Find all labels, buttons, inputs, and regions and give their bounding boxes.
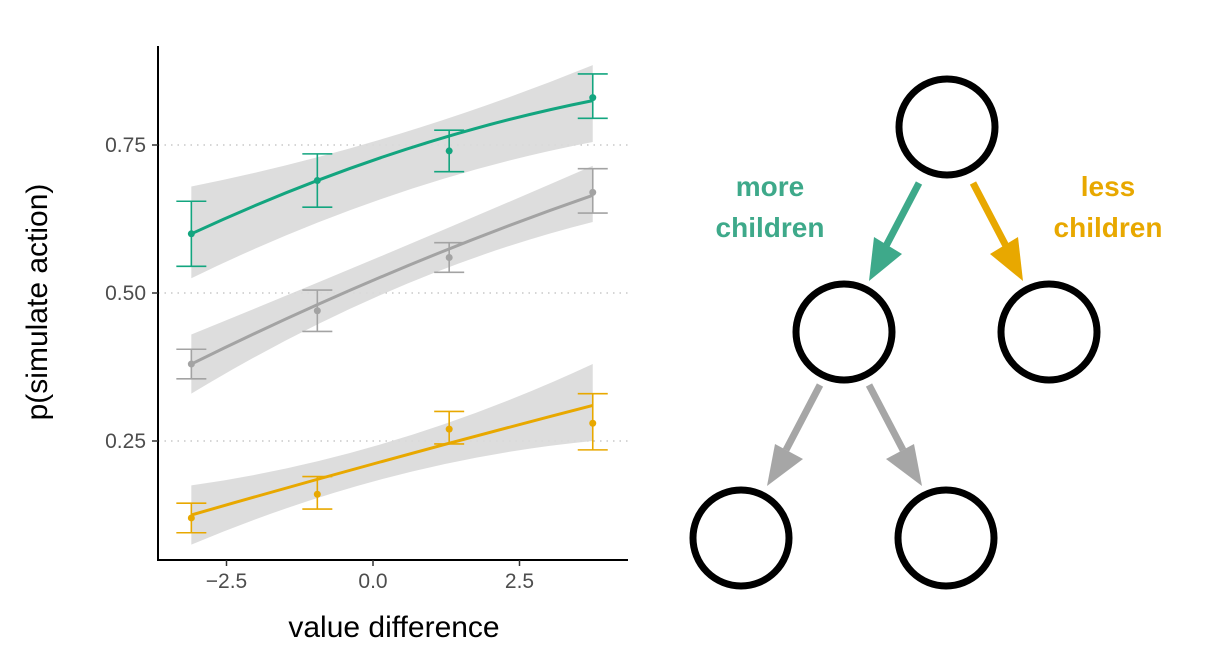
label-more-children: children bbox=[716, 212, 825, 243]
arrow-more-children bbox=[882, 181, 923, 248]
confidence-band bbox=[191, 364, 593, 545]
label-more: more bbox=[736, 171, 804, 202]
arrowhead-right-grandchild bbox=[886, 444, 922, 486]
data-point bbox=[187, 230, 195, 238]
confidence-bands bbox=[191, 65, 593, 545]
data-point bbox=[313, 307, 321, 315]
data-point bbox=[313, 177, 321, 185]
y-axis-title: p(simulate action) bbox=[21, 184, 54, 421]
confidence-band bbox=[191, 165, 593, 394]
fit-line bbox=[190, 193, 594, 366]
data-point bbox=[589, 419, 597, 427]
data-point bbox=[187, 514, 195, 522]
data-point bbox=[589, 188, 597, 196]
arrowhead-left-grandchild bbox=[767, 444, 803, 486]
x-tick-label: 2.5 bbox=[505, 570, 534, 593]
x-axis-title: value difference bbox=[288, 611, 499, 644]
arrowhead-more-children bbox=[869, 237, 902, 281]
data-point bbox=[187, 360, 195, 368]
x-tick-label: −2.5 bbox=[206, 570, 247, 593]
y-tick-label: 0.50 bbox=[105, 282, 146, 305]
arrowhead-less-children bbox=[990, 237, 1023, 281]
fit-lines bbox=[190, 99, 594, 517]
data-points bbox=[187, 94, 597, 522]
x-tick-label: 0.0 bbox=[358, 570, 387, 593]
tree-diagram: more children less children bbox=[689, 75, 1163, 590]
fit-line bbox=[190, 404, 594, 517]
data-point bbox=[313, 490, 321, 498]
line-chart: 0.250.500.75−2.5 0.0 2.5 value difference … bbox=[21, 46, 628, 644]
label-less-children: children bbox=[1054, 212, 1163, 243]
arrow-left-grandchild bbox=[782, 383, 824, 452]
label-less: less bbox=[1081, 171, 1136, 202]
axis-ticks: 0.25 0.50 0.75 −2.5 0.0 2.5 bbox=[105, 134, 534, 593]
fit-line bbox=[190, 99, 594, 236]
arrow-less-children bbox=[969, 181, 1010, 248]
child-node-left bbox=[792, 280, 896, 384]
confidence-band bbox=[191, 65, 593, 279]
y-tick-label: 0.25 bbox=[105, 430, 146, 453]
grandchild-node-right bbox=[894, 486, 998, 590]
data-point bbox=[445, 425, 453, 433]
y-tick-label: 0.75 bbox=[105, 134, 146, 157]
child-node-right bbox=[997, 280, 1101, 384]
grandchild-node-left bbox=[689, 486, 793, 590]
root-node bbox=[895, 75, 999, 179]
arrow-right-grandchild bbox=[865, 383, 907, 452]
data-point bbox=[445, 147, 453, 155]
data-point bbox=[445, 253, 453, 261]
data-point bbox=[589, 94, 597, 102]
